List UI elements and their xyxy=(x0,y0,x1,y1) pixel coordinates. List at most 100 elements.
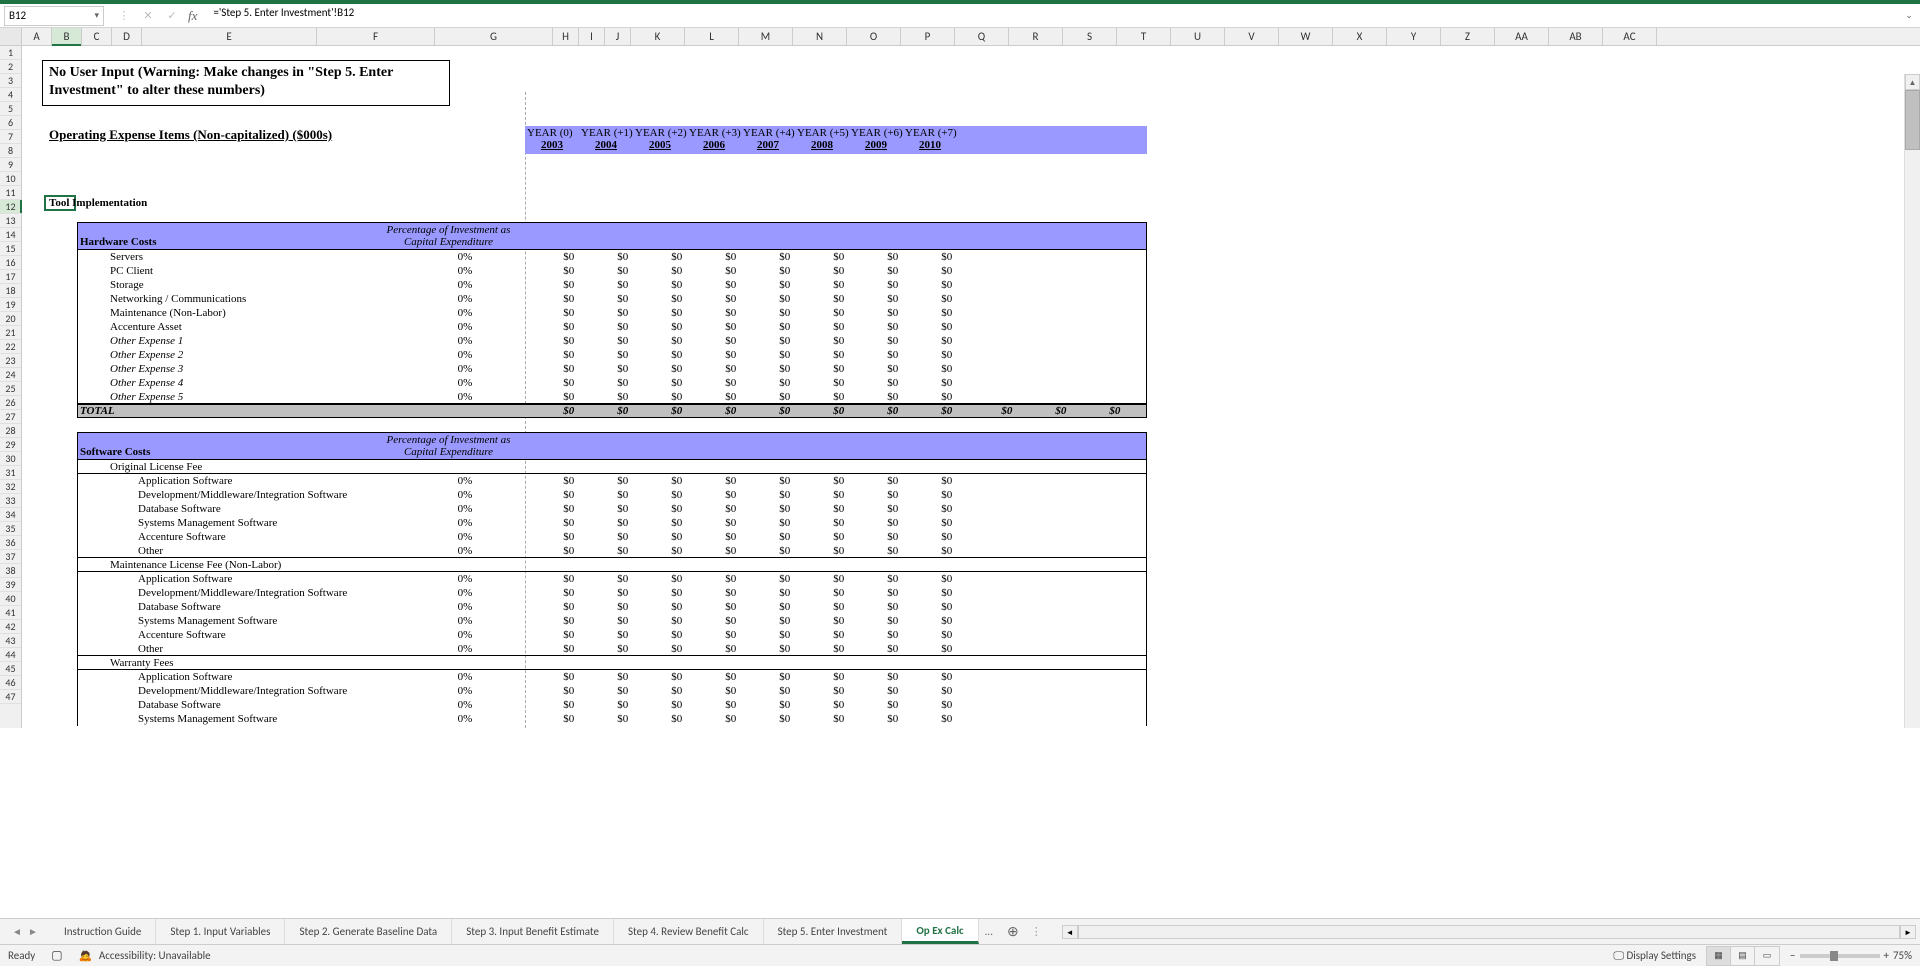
row-header-3[interactable]: 3 xyxy=(0,74,21,88)
formula-input[interactable]: ='Step 5. Enter Investment'!B12 xyxy=(209,6,1902,26)
col-header-AA[interactable]: AA xyxy=(1495,28,1549,45)
col-header-S[interactable]: S xyxy=(1063,28,1117,45)
row-header-24[interactable]: 24 xyxy=(0,368,21,382)
col-header-G[interactable]: G xyxy=(435,28,553,45)
col-header-Y[interactable]: Y xyxy=(1387,28,1441,45)
col-header-O[interactable]: O xyxy=(847,28,901,45)
row-header-39[interactable]: 39 xyxy=(0,578,21,592)
zoom-handle[interactable] xyxy=(1830,951,1838,961)
row-header-18[interactable]: 18 xyxy=(0,284,21,298)
col-header-P[interactable]: P xyxy=(901,28,955,45)
tab-more[interactable]: ... xyxy=(979,925,999,938)
sheet-tab[interactable]: Step 2. Generate Baseline Data xyxy=(285,919,452,944)
row-header-19[interactable]: 19 xyxy=(0,298,21,312)
row-header-38[interactable]: 38 xyxy=(0,564,21,578)
sheet-tab[interactable]: Step 4. Review Benefit Calc xyxy=(614,919,764,944)
row-header-17[interactable]: 17 xyxy=(0,270,21,284)
row-header-31[interactable]: 31 xyxy=(0,466,21,480)
hscroll-right-icon[interactable]: ► xyxy=(1900,925,1916,939)
macro-record-icon[interactable]: ▢ xyxy=(51,948,62,963)
row-header-20[interactable]: 20 xyxy=(0,312,21,326)
row-header-37[interactable]: 37 xyxy=(0,550,21,564)
row-header-26[interactable]: 26 xyxy=(0,396,21,410)
row-header-16[interactable]: 16 xyxy=(0,256,21,270)
col-header-A[interactable]: A xyxy=(22,28,52,45)
col-header-C[interactable]: C xyxy=(82,28,112,45)
row-header-1[interactable]: 1 xyxy=(0,46,21,60)
vertical-scrollbar[interactable]: ▲ ▼ xyxy=(1904,74,1920,728)
row-header-25[interactable]: 25 xyxy=(0,382,21,396)
row-header-28[interactable]: 28 xyxy=(0,424,21,438)
row-header-30[interactable]: 30 xyxy=(0,452,21,466)
col-header-M[interactable]: M xyxy=(739,28,793,45)
row-header-27[interactable]: 27 xyxy=(0,410,21,424)
page-break-view-button[interactable]: ▭ xyxy=(1755,947,1779,965)
row-header-41[interactable]: 41 xyxy=(0,606,21,620)
row-header-13[interactable]: 13 xyxy=(0,214,21,228)
row-header-5[interactable]: 5 xyxy=(0,102,21,116)
row-header-46[interactable]: 46 xyxy=(0,676,21,690)
col-header-D[interactable]: D xyxy=(112,28,142,45)
col-header-Q[interactable]: Q xyxy=(955,28,1009,45)
name-box[interactable]: B12 xyxy=(4,6,104,26)
row-header-11[interactable]: 11 xyxy=(0,186,21,200)
row-header-21[interactable]: 21 xyxy=(0,326,21,340)
col-header-K[interactable]: K xyxy=(631,28,685,45)
col-header-L[interactable]: L xyxy=(685,28,739,45)
col-header-R[interactable]: R xyxy=(1009,28,1063,45)
row-header-6[interactable]: 6 xyxy=(0,116,21,130)
row-header-32[interactable]: 32 xyxy=(0,480,21,494)
scroll-up-icon[interactable]: ▲ xyxy=(1905,74,1920,90)
col-header-U[interactable]: U xyxy=(1171,28,1225,45)
row-header-22[interactable]: 22 xyxy=(0,340,21,354)
enter-icon[interactable]: ✓ xyxy=(164,9,180,22)
col-header-F[interactable]: F xyxy=(317,28,435,45)
row-header-10[interactable]: 10 xyxy=(0,172,21,186)
cell-area[interactable]: No User Input (Warning: Make changes in … xyxy=(22,46,1920,728)
col-header-AB[interactable]: AB xyxy=(1549,28,1603,45)
row-header-9[interactable]: 9 xyxy=(0,158,21,172)
tab-prev-icon[interactable]: ◄ xyxy=(10,925,24,938)
dropdown-icon[interactable]: ⋮ xyxy=(116,9,132,22)
page-layout-view-button[interactable]: ▤ xyxy=(1731,947,1755,965)
row-header-4[interactable]: 4 xyxy=(0,88,21,102)
horizontal-scrollbar[interactable]: ◄ ► xyxy=(1062,925,1916,939)
row-header-15[interactable]: 15 xyxy=(0,242,21,256)
col-header-B[interactable]: B xyxy=(52,28,82,45)
row-header-34[interactable]: 34 xyxy=(0,508,21,522)
row-header-33[interactable]: 33 xyxy=(0,494,21,508)
add-sheet-button[interactable]: ⊕ xyxy=(999,923,1027,940)
sheet-tab[interactable]: Step 3. Input Benefit Estimate xyxy=(452,919,614,944)
sheet-tab[interactable]: Instruction Guide xyxy=(50,919,156,944)
col-header-J[interactable]: J xyxy=(605,28,631,45)
row-header-12[interactable]: 12 xyxy=(0,200,21,214)
sheet-tab[interactable]: Step 5. Enter Investment xyxy=(764,919,903,944)
col-header-I[interactable]: I xyxy=(579,28,605,45)
row-header-7[interactable]: 7 xyxy=(0,130,21,144)
row-header-47[interactable]: 47 xyxy=(0,690,21,704)
zoom-level[interactable]: 75% xyxy=(1893,949,1912,962)
row-header-36[interactable]: 36 xyxy=(0,536,21,550)
row-header-43[interactable]: 43 xyxy=(0,634,21,648)
row-header-14[interactable]: 14 xyxy=(0,228,21,242)
hscroll-left-icon[interactable]: ◄ xyxy=(1062,925,1078,939)
zoom-slider-track[interactable] xyxy=(1800,954,1880,958)
col-header-X[interactable]: X xyxy=(1333,28,1387,45)
col-header-AC[interactable]: AC xyxy=(1603,28,1657,45)
row-header-35[interactable]: 35 xyxy=(0,522,21,536)
select-all-corner[interactable] xyxy=(0,28,22,45)
col-header-W[interactable]: W xyxy=(1279,28,1333,45)
row-header-42[interactable]: 42 xyxy=(0,620,21,634)
accessibility-status[interactable]: 🙇 Accessibility: Unavailable xyxy=(79,949,211,962)
hscroll-track[interactable] xyxy=(1078,925,1900,939)
row-header-2[interactable]: 2 xyxy=(0,60,21,74)
tab-next-icon[interactable]: ► xyxy=(26,925,40,938)
row-header-29[interactable]: 29 xyxy=(0,438,21,452)
col-header-N[interactable]: N xyxy=(793,28,847,45)
col-header-Z[interactable]: Z xyxy=(1441,28,1495,45)
zoom-out-button[interactable]: − xyxy=(1790,949,1795,962)
zoom-in-button[interactable]: + xyxy=(1884,949,1889,962)
display-settings-button[interactable]: 🖵 Display Settings xyxy=(1613,949,1696,963)
sheet-tab[interactable]: Op Ex Calc xyxy=(902,919,978,944)
col-header-E[interactable]: E xyxy=(142,28,317,45)
